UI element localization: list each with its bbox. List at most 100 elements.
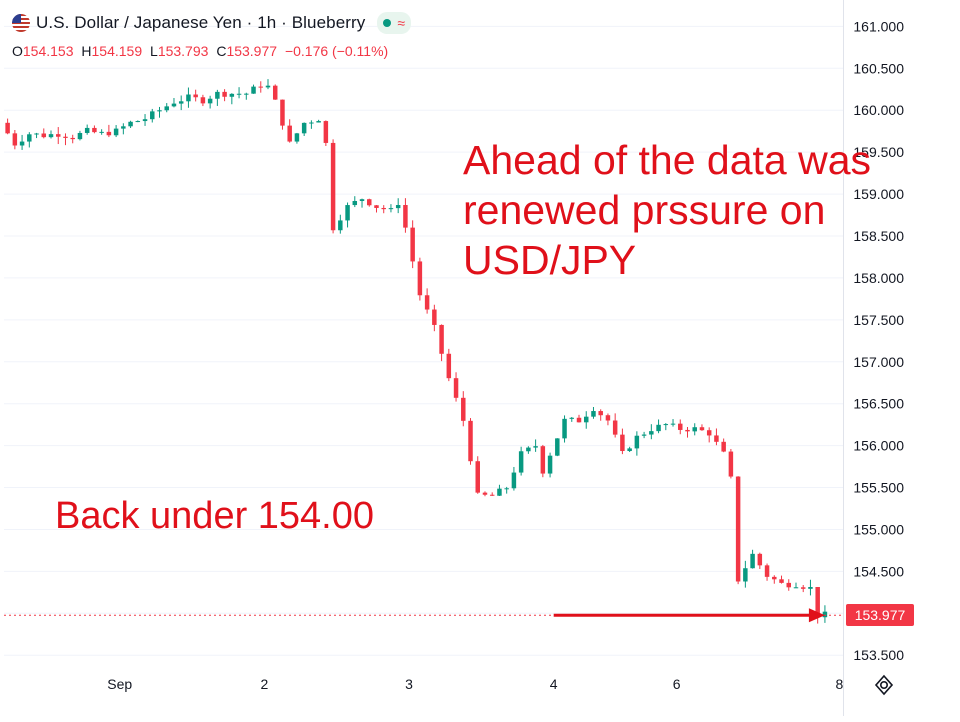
candle-body bbox=[77, 132, 83, 140]
y-tick-label: 156.500 bbox=[853, 396, 904, 412]
candle-body bbox=[113, 128, 119, 136]
candle-body bbox=[258, 86, 264, 88]
candle-body bbox=[410, 227, 415, 262]
candle-body bbox=[612, 420, 618, 435]
candle-body bbox=[641, 434, 647, 436]
candle-body bbox=[555, 438, 560, 456]
candle-body bbox=[171, 103, 177, 107]
price-axis-border bbox=[843, 0, 844, 722]
x-tick-label: 8 bbox=[835, 676, 843, 692]
candle-body bbox=[359, 199, 365, 202]
candle-body bbox=[424, 295, 430, 310]
candle-body bbox=[135, 121, 141, 123]
candle-body bbox=[417, 261, 423, 296]
annotation-back-under: Back under 154.00 bbox=[55, 495, 375, 537]
candle-body bbox=[569, 417, 575, 419]
y-tick-label: 153.500 bbox=[853, 647, 904, 663]
symbol-title[interactable]: U.S. Dollar / Japanese Yen · 1h · Bluebe… bbox=[36, 13, 366, 32]
close-label: C bbox=[216, 43, 227, 59]
candle-body bbox=[48, 134, 54, 138]
x-tick-label: 2 bbox=[260, 676, 268, 692]
candle-body bbox=[150, 111, 155, 120]
candle-body bbox=[367, 199, 372, 206]
y-tick-label: 158.500 bbox=[853, 228, 904, 244]
candle-body bbox=[27, 134, 32, 142]
candle-body bbox=[301, 122, 307, 134]
market-status[interactable]: ≈ bbox=[377, 12, 412, 34]
candle-body bbox=[244, 93, 249, 95]
candle-body bbox=[764, 565, 770, 577]
candle-body bbox=[446, 353, 452, 379]
candle-body bbox=[178, 101, 184, 104]
high-label: H bbox=[81, 43, 92, 59]
candle-body bbox=[395, 205, 401, 209]
x-tick-label: 3 bbox=[405, 676, 413, 692]
candle-body bbox=[620, 434, 625, 452]
open-label: O bbox=[12, 43, 23, 59]
candle-body bbox=[714, 435, 719, 442]
data-wave-icon: ≈ bbox=[397, 15, 406, 31]
low-value: 153.793 bbox=[157, 43, 209, 59]
candle-body bbox=[106, 131, 112, 136]
candle-body bbox=[323, 121, 329, 143]
candle-body bbox=[236, 93, 242, 95]
ohlc-legend: O154.153 H154.159 L153.793 C153.977 −0.1… bbox=[12, 43, 388, 59]
candle-body bbox=[215, 91, 220, 99]
candle-body bbox=[5, 122, 10, 134]
y-tick-label: 156.000 bbox=[853, 438, 904, 454]
candle-body bbox=[815, 587, 820, 618]
candle-body bbox=[482, 492, 488, 495]
candle-body bbox=[316, 121, 321, 123]
candle-body bbox=[511, 472, 517, 489]
candle-body bbox=[193, 94, 198, 98]
candle-body bbox=[576, 417, 582, 423]
change-value: −0.176 (−0.11%) bbox=[284, 43, 389, 59]
candle-body bbox=[772, 576, 777, 580]
candle-body bbox=[728, 451, 734, 477]
candle-body bbox=[475, 461, 480, 493]
candle-body bbox=[453, 378, 459, 398]
candle-body bbox=[743, 568, 748, 582]
candle-body bbox=[721, 441, 726, 452]
y-tick-label: 158.000 bbox=[853, 270, 904, 286]
candle-body bbox=[670, 423, 676, 425]
candle-body bbox=[699, 427, 705, 431]
candle-body bbox=[19, 141, 25, 146]
candle-body bbox=[207, 98, 213, 104]
candle-body bbox=[164, 106, 169, 111]
y-tick-label: 155.500 bbox=[853, 480, 904, 496]
candle-body bbox=[128, 121, 133, 127]
candle-body bbox=[461, 397, 466, 421]
candle-body bbox=[186, 94, 191, 102]
candle-body bbox=[251, 86, 256, 94]
candle-body bbox=[280, 99, 285, 126]
y-tick-label: 157.000 bbox=[853, 354, 904, 370]
y-tick-label: 159.500 bbox=[853, 144, 904, 160]
y-tick-label: 159.000 bbox=[853, 186, 904, 202]
candle-body bbox=[352, 201, 358, 206]
candle-body bbox=[63, 136, 68, 138]
candle-body bbox=[634, 435, 640, 449]
candle-body bbox=[598, 411, 603, 416]
y-tick-label: 161.000 bbox=[853, 18, 904, 34]
candle-body bbox=[381, 207, 386, 210]
candle-body bbox=[222, 91, 227, 97]
candle-body bbox=[229, 93, 235, 97]
candle-body bbox=[786, 582, 791, 588]
x-tick-label: Sep bbox=[107, 676, 132, 692]
close-value: 153.977 bbox=[226, 43, 278, 59]
candle-body bbox=[432, 309, 437, 325]
candle-body bbox=[142, 119, 148, 122]
candle-body bbox=[345, 205, 350, 221]
bottom-cut-strip bbox=[0, 716, 960, 722]
settings-gear-icon[interactable] bbox=[873, 674, 895, 696]
candle-body bbox=[685, 429, 690, 432]
candle-body bbox=[605, 415, 611, 421]
high-value: 154.159 bbox=[91, 43, 143, 59]
candle-body bbox=[692, 427, 697, 432]
y-tick-label: 160.500 bbox=[853, 60, 904, 76]
candle-body bbox=[374, 205, 379, 208]
candle-body bbox=[526, 447, 531, 452]
candle-body bbox=[627, 448, 632, 452]
